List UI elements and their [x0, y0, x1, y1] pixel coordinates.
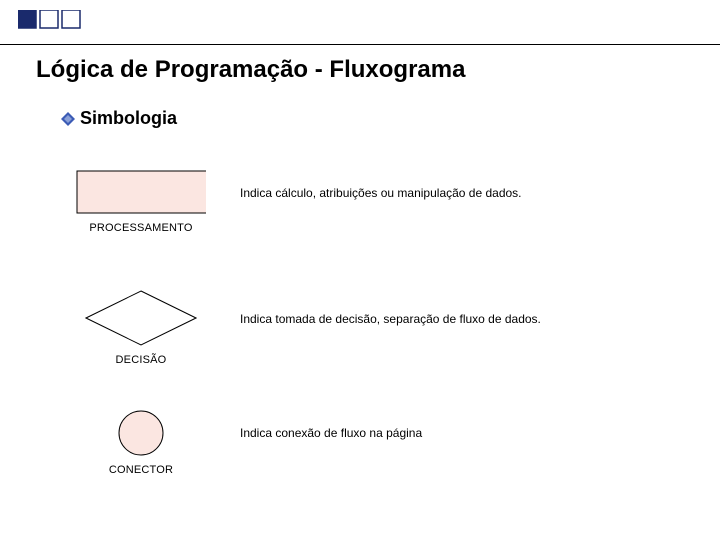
shape-processamento [76, 170, 206, 214]
symbol-processamento: PROCESSAMENTO [76, 170, 206, 234]
title-divider [0, 44, 720, 45]
diamond-bullet-icon [60, 111, 76, 127]
desc-conector: Indica conexão de fluxo na página [240, 426, 422, 440]
label-conector: CONECTOR [76, 464, 206, 476]
rectangle-shape [77, 171, 206, 213]
page-title: Lógica de Programação - Fluxograma [36, 56, 465, 84]
page-subtitle: Simbologia [80, 108, 177, 129]
circle-shape [119, 411, 163, 455]
subtitle-row: Simbologia [60, 108, 177, 129]
desc-decisao: Indica tomada de decisão, separação de f… [240, 312, 541, 326]
diamond-shape [86, 291, 196, 345]
label-decisao: DECISÃO [76, 354, 206, 366]
label-processamento: PROCESSAMENTO [76, 222, 206, 234]
symbol-decisao: DECISÃO [76, 290, 206, 366]
symbol-conector: CONECTOR [76, 410, 206, 476]
shape-decisao [76, 290, 206, 346]
decor-square-3 [62, 10, 80, 28]
desc-processamento: Indica cálculo, atribuições ou manipulaç… [240, 186, 522, 200]
header-decor-squares [18, 10, 84, 37]
desc-conector-text: Indica conexão de fluxo na página [240, 426, 422, 440]
decor-square-2 [40, 10, 58, 28]
shape-conector [76, 410, 206, 456]
decor-square-1 [18, 10, 36, 28]
